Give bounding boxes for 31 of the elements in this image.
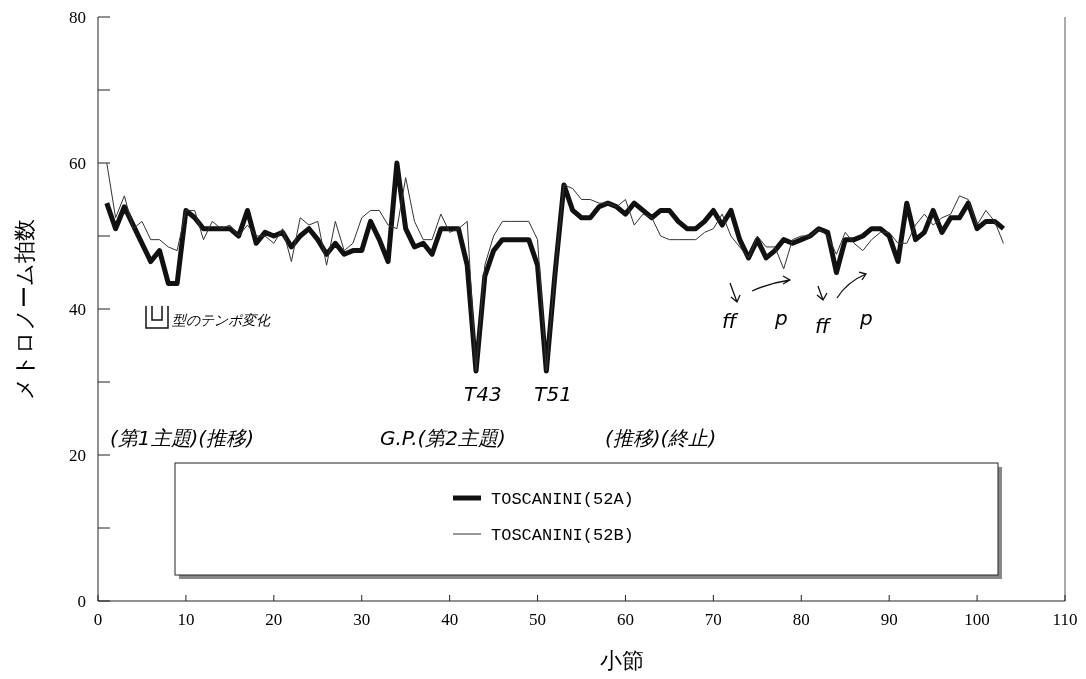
x-tick-label: 50 [529,610,547,629]
x-tick-label: 10 [177,610,195,629]
x-tick-label: 90 [880,610,898,629]
x-tick-label: 80 [792,610,810,629]
annotation: p [859,306,873,330]
y-tick-label: 80 [69,7,86,27]
x-tick-label: 110 [1052,610,1078,629]
y-tick-label: 60 [69,153,86,173]
annotation: T51 [534,382,573,407]
x-tick-label: 20 [265,610,283,629]
x-tick-label: 0 [93,610,103,629]
y-tick-label: 20 [69,445,86,465]
x-tick-label: 30 [353,610,371,629]
x-tick-label: 40 [441,610,459,629]
x-tick-label: 100 [964,610,990,629]
x-tick-label: 60 [616,610,634,629]
y-tick-label: 40 [69,299,86,319]
annotation: ff [722,309,739,333]
y-tick-label: 0 [77,591,86,611]
x-axis-title: 小節 [599,648,644,673]
annotation: p [774,306,788,330]
y-axis-title: メトロノーム拍数 [12,218,37,400]
annotation: G.P.(第2主題) [380,426,506,450]
annotation: ff [815,314,832,338]
annotation: T43 [464,382,502,407]
annotation: 型のテンポ変化 [171,312,271,328]
legend-label: TOSCANINI(52B) [491,525,634,545]
annotation: (第1主題)(推移) [110,426,254,450]
x-tick-label: 70 [704,610,722,629]
annotation: (推移)(終止) [605,426,717,450]
legend-label: TOSCANINI(52A) [491,489,634,509]
